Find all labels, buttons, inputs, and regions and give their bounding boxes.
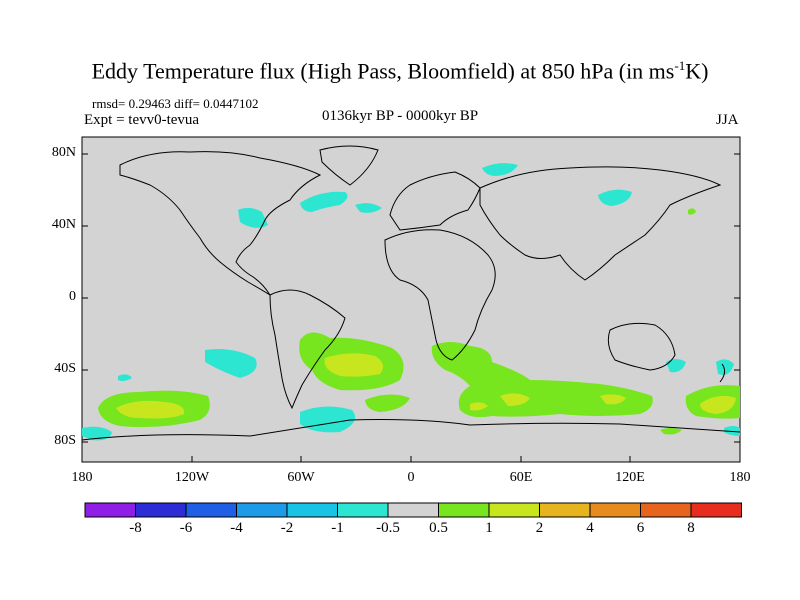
colorbar-swatch: [236, 502, 288, 518]
colorbar-swatch: [589, 502, 641, 518]
coast-africa: [384, 229, 496, 361]
region-pos2-indian-3: [600, 394, 626, 405]
colorbar-swatch: [539, 502, 591, 518]
lon-label: 120W: [174, 470, 210, 485]
coast-north-america: [119, 151, 322, 296]
colorbar-swatch: [337, 502, 389, 518]
colorbar-label: 1: [485, 520, 493, 536]
colorbar-swatch: [438, 502, 490, 518]
period-label: 0136kyr BP - 0000kyr BP: [322, 108, 479, 124]
lon-label: 180: [71, 470, 93, 485]
region-neg-atlantic-small: [355, 203, 382, 213]
coast-antarctica: [81, 419, 741, 441]
lat-label: 40S: [54, 361, 76, 376]
region-neg-okhotsk: [598, 189, 632, 206]
lat-label: 80N: [51, 145, 76, 160]
lat-label: 40N: [51, 217, 76, 232]
coast-australia: [607, 322, 676, 371]
shaded-regions: [82, 163, 740, 441]
coastlines: [81, 145, 741, 441]
colorbar-label: -4: [230, 520, 243, 536]
colorbar-label: 8: [687, 520, 695, 536]
coast-greenland: [319, 145, 379, 186]
region-neg-nz: [716, 359, 734, 375]
colorbar-label: -1: [331, 520, 344, 536]
lon-label: 180: [729, 470, 751, 485]
region-neg-north-america: [238, 207, 268, 228]
region-pos2-south-atlantic: [324, 353, 384, 377]
lon-label: 60E: [509, 470, 533, 485]
region-neg-ross-sea: [82, 426, 112, 441]
colorbar-swatch: [84, 502, 136, 518]
lon-label: 60W: [287, 470, 315, 485]
season-label: JJA: [716, 112, 739, 128]
colorbar-label: 0.5: [429, 520, 448, 536]
lat-label: 0: [69, 289, 76, 304]
colorbar-swatch: [135, 502, 187, 518]
colorbar-swatch: [387, 502, 439, 518]
region-pos-sa-tip: [365, 394, 410, 412]
region-pos2-indian-2: [470, 402, 488, 411]
colorbar-label: 6: [636, 520, 645, 536]
colorbar-swatch: [640, 502, 692, 518]
region-neg-south-pacific-2: [118, 374, 132, 382]
region-neg-scandinavia: [482, 163, 518, 176]
title-text: Eddy Temperature flux (High Pass, Bloomf…: [91, 58, 675, 84]
colorbar-swatch: [488, 502, 540, 518]
region-pos2-pacific-east: [700, 396, 736, 414]
region-pos-ross: [660, 428, 682, 435]
colorbar-label: 4: [586, 520, 594, 536]
colorbar-label: -2: [280, 520, 294, 536]
axis-ticks: [81, 153, 741, 462]
region-neg-north-atlantic: [300, 191, 348, 212]
colorbar-label: -0.5: [376, 520, 400, 536]
coast-nz: [719, 363, 726, 383]
colorbar-label: 2: [535, 520, 544, 536]
lat-label: 80S: [54, 433, 76, 448]
region-pos2-indian-1: [500, 393, 530, 406]
coast-asia: [479, 166, 722, 281]
title-superscript: -1: [674, 58, 686, 73]
lon-label: 0: [407, 470, 415, 485]
colorbar-label: -6: [179, 520, 193, 536]
rmsd-stats: rmsd= 0.29463 diff= 0.0447102: [92, 96, 259, 111]
coast-south-america: [269, 289, 346, 410]
colorbar-swatch: [286, 502, 338, 518]
colorbar-swatch: [185, 502, 237, 518]
region-pos-japan: [688, 208, 696, 215]
experiment-label: Expt = tevv0-tevua: [84, 112, 200, 128]
lon-label: 120E: [615, 470, 645, 485]
colorbar: [84, 502, 742, 518]
region-neg-tasmania: [666, 359, 686, 373]
region-neg-south-pacific: [205, 349, 257, 378]
colorbar-swatch: [690, 502, 742, 518]
map-title: Eddy Temperature flux (High Pass, Bloomf…: [0, 58, 800, 84]
region-pos2-south-pacific: [116, 400, 185, 419]
title-unit-end: K): [685, 58, 709, 84]
region-pos-south-indian: [431, 342, 653, 418]
colorbar-label: -8: [129, 520, 142, 536]
